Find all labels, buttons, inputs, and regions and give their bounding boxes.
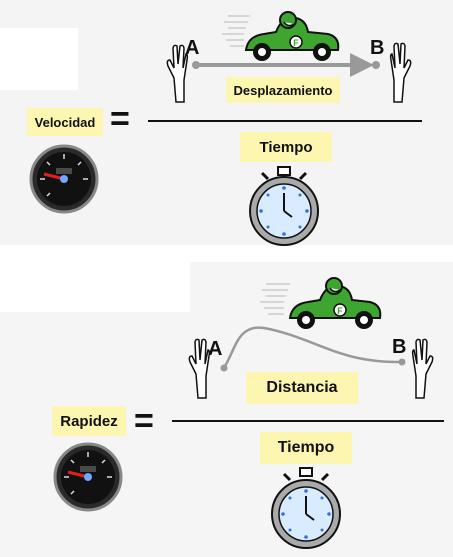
fraction-bar bbox=[148, 120, 422, 122]
speedometer-icon bbox=[53, 442, 123, 512]
hand-icon bbox=[411, 338, 434, 399]
panel-margin bbox=[0, 262, 190, 312]
quantity-label: Rapidez bbox=[52, 406, 126, 436]
hand-icon bbox=[188, 338, 211, 399]
distance-path bbox=[220, 326, 406, 372]
point-b-label: B bbox=[392, 336, 407, 358]
svg-text:F: F bbox=[337, 306, 343, 316]
svg-text:F: F bbox=[293, 38, 299, 48]
race-car-icon: F bbox=[260, 277, 382, 329]
stopwatch-icon bbox=[249, 166, 319, 246]
equals-sign: = bbox=[110, 100, 130, 138]
hand-icon bbox=[166, 44, 189, 103]
displacement-arrow bbox=[192, 53, 380, 77]
numerator-label: Desplazamiento bbox=[226, 77, 340, 103]
equals-sign: = bbox=[134, 402, 154, 440]
race-car-icon: F bbox=[222, 11, 340, 61]
point-a-label: A bbox=[208, 338, 223, 360]
panel-margin bbox=[0, 28, 78, 90]
numerator-label: Distancia bbox=[246, 372, 358, 404]
speedometer-icon bbox=[29, 144, 99, 214]
hand-icon bbox=[389, 42, 412, 103]
point-a-label: A bbox=[185, 37, 200, 59]
denominator-label: Tiempo bbox=[240, 132, 332, 162]
quantity-label: Velocidad bbox=[27, 108, 103, 136]
fraction-bar bbox=[172, 420, 444, 422]
stopwatch-icon bbox=[271, 467, 341, 549]
point-b-label: B bbox=[370, 37, 385, 59]
denominator-label: Tiempo bbox=[260, 432, 352, 464]
